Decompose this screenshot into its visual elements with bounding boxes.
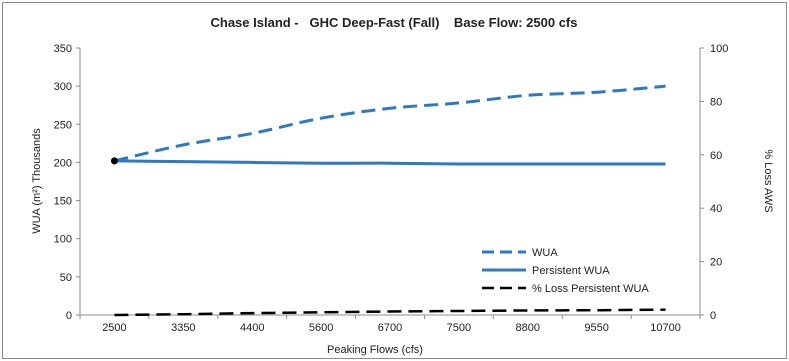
- series-line-1: [114, 159, 666, 166]
- y-tick-label: 250: [54, 119, 72, 131]
- x-tick-label: 7500: [447, 322, 471, 334]
- x-tick-label: 8800: [516, 322, 540, 334]
- y-tick-label: 0: [66, 310, 72, 322]
- y2-tick-label: 100: [710, 43, 728, 55]
- x-tick-label: 9550: [584, 322, 608, 334]
- y2-tick-label: 40: [710, 203, 722, 215]
- x-axis-label: Peaking Flows (cfs): [327, 344, 423, 356]
- start-point-marker: [110, 157, 118, 165]
- y-tick-label: 300: [54, 81, 72, 93]
- series-line-0: [114, 84, 666, 163]
- y-tick-label: 150: [54, 196, 72, 208]
- y-axis-label: WUA (m²) Thousands: [31, 128, 43, 234]
- legend: WUA Persistent WUA % Loss Persistent WUA: [482, 247, 649, 295]
- y2-axis-label: % Loss AWS: [762, 149, 774, 212]
- series-layer: [110, 84, 666, 317]
- y-tick-label: 50: [60, 272, 72, 284]
- series-line-2: [114, 308, 666, 317]
- y2-tick-label: 0: [710, 310, 716, 322]
- x-tick-label: 2500: [102, 322, 126, 334]
- x-tick-label: 10700: [650, 322, 681, 334]
- x-tick-label: 4400: [240, 322, 264, 334]
- y2-tick-label: 80: [710, 96, 722, 108]
- x-tick-label: 3350: [171, 322, 195, 334]
- y-tick-label: 200: [54, 157, 72, 169]
- y-axis-ticks: 0 50 100 150 200 250 300 350: [54, 43, 80, 322]
- y-tick-label: 100: [54, 234, 72, 246]
- legend-label: WUA: [532, 247, 558, 259]
- x-axis-ticks: 2500 3350 4400 5600 6700 7500 8800 9550 10700: [79, 315, 701, 334]
- x-tick-label: 5600: [309, 322, 333, 334]
- y2-tick-label: 20: [710, 257, 722, 269]
- x-tick-label: 6700: [378, 322, 402, 334]
- y-tick-label: 350: [54, 43, 72, 55]
- y2-axis-ticks: 0 20 40 60 80 100: [700, 43, 728, 322]
- legend-label: Persistent WUA: [532, 265, 610, 277]
- legend-label: % Loss Persistent WUA: [532, 283, 649, 295]
- chart-title: Chase Island - GHC Deep-Fast (Fall) Base…: [211, 15, 578, 30]
- y2-tick-label: 60: [710, 150, 722, 162]
